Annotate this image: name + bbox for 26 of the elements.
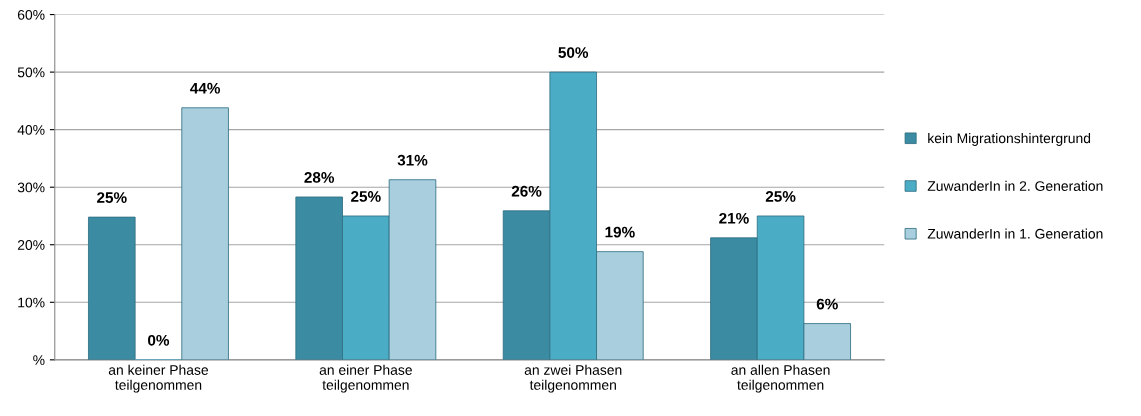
data-label: 19%: [605, 226, 635, 238]
x-tick-label: an zwei Phasen teilgenommen: [524, 364, 622, 393]
y-tick-label: %: [33, 355, 45, 365]
y-tick-label: 30%: [17, 182, 45, 193]
y-tick-label: 50%: [17, 67, 45, 78]
y-tick-label: 20%: [17, 240, 45, 250]
x-tick-label: an einer Phase teilgenommen: [319, 364, 412, 393]
x-tick-label: an allen Phasen teilgenommen: [731, 364, 830, 393]
data-label: 25%: [97, 192, 127, 203]
x-tick-label: an keiner Phase teilgenommen: [108, 364, 209, 393]
data-label: 21%: [719, 212, 749, 224]
data-label: 25%: [765, 191, 796, 202]
data-label: 31%: [397, 154, 428, 166]
legend-label: kein Migrationshintergrund: [928, 133, 1091, 146]
data-label: 0%: [148, 334, 170, 346]
y-tick-label: 60%: [17, 9, 45, 20]
data-label: 28%: [304, 172, 335, 183]
legend-label: ZuwanderIn in 1. Generation: [927, 228, 1103, 239]
data-label: 25%: [351, 191, 381, 202]
y-tick-label: 10%: [18, 297, 45, 308]
data-label: 44%: [190, 82, 220, 94]
data-label: 26%: [511, 185, 542, 197]
data-label: 6%: [816, 298, 838, 310]
data-label: 50%: [558, 47, 589, 58]
legend-label: ZuwanderIn in 2. Generation: [927, 180, 1103, 191]
y-tick-label: 40%: [17, 124, 45, 135]
